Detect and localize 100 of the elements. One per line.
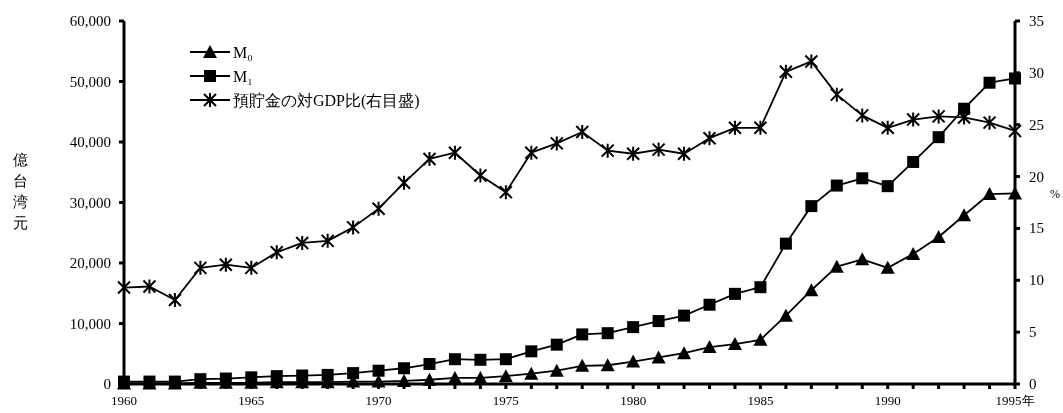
- legend-label: M₁: [233, 68, 253, 85]
- y2-tick-label: 10: [1029, 272, 1044, 289]
- point: [727, 337, 742, 351]
- y2-tick-label: 5: [1029, 324, 1037, 341]
- y2-tick-label: 30: [1029, 64, 1044, 81]
- point: [422, 372, 437, 386]
- point: [626, 145, 641, 162]
- point: [778, 63, 793, 80]
- point: [549, 363, 564, 377]
- point: [778, 308, 793, 322]
- point: [320, 232, 335, 249]
- point: [447, 144, 462, 161]
- point: [600, 358, 615, 372]
- point: [728, 287, 741, 300]
- point: [677, 346, 692, 360]
- point: [524, 366, 539, 380]
- point: [524, 144, 539, 161]
- y-tick-label: 10,000: [69, 315, 111, 332]
- point: [652, 315, 665, 328]
- point: [881, 180, 894, 193]
- y2-axis-title: %: [1050, 187, 1060, 201]
- y-tick-label: 60,000: [69, 13, 111, 29]
- point: [957, 109, 972, 126]
- x-tick-label: 1985: [747, 393, 774, 408]
- y-tick-label: 0: [103, 376, 111, 392]
- point: [422, 150, 437, 167]
- point: [296, 369, 309, 382]
- point: [193, 259, 208, 276]
- point: [931, 108, 946, 125]
- point: [371, 374, 386, 388]
- point: [804, 53, 819, 70]
- y-axis-title: 億台湾元: [12, 152, 28, 231]
- point: [931, 229, 946, 243]
- point: [371, 200, 386, 217]
- point: [957, 208, 972, 222]
- point: [474, 353, 487, 366]
- point: [525, 345, 538, 358]
- point: [779, 237, 792, 250]
- point: [754, 281, 767, 294]
- point: [142, 278, 157, 295]
- x-tick-label: 1970: [365, 393, 392, 408]
- point: [626, 354, 641, 368]
- point: [397, 174, 412, 191]
- y-tick-label: 20,000: [69, 255, 111, 271]
- point: [982, 114, 997, 131]
- point: [218, 256, 233, 273]
- point: [678, 309, 691, 322]
- y2-tick-label: 25: [1029, 116, 1044, 133]
- point: [550, 338, 563, 351]
- point: [167, 291, 182, 308]
- x-tick-label: 1995年: [995, 393, 1035, 408]
- point: [855, 107, 870, 124]
- point: [448, 353, 461, 366]
- point: [473, 167, 488, 184]
- y-tick-label: 30,000: [69, 194, 111, 211]
- x-tick-label: 1960: [111, 393, 137, 408]
- point: [805, 200, 818, 213]
- point: [575, 123, 590, 140]
- point: [830, 179, 843, 192]
- point: [575, 358, 590, 372]
- point: [627, 321, 640, 334]
- point: [321, 368, 334, 381]
- point: [1008, 122, 1022, 139]
- point: [600, 142, 615, 159]
- point: [703, 298, 716, 311]
- point: [499, 353, 512, 366]
- point: [270, 370, 283, 383]
- x-tick-label: 1965: [238, 393, 265, 408]
- point: [880, 119, 895, 136]
- x-tick-label: 1990: [874, 393, 901, 408]
- point: [269, 244, 284, 261]
- point: [906, 111, 921, 128]
- point: [880, 260, 895, 274]
- point: [982, 187, 997, 201]
- point: [702, 130, 717, 147]
- point: [651, 350, 666, 364]
- point: [932, 131, 945, 144]
- point: [398, 362, 411, 375]
- y2-tick-label: 0: [1029, 376, 1037, 392]
- point: [347, 367, 360, 380]
- y-tick-label: 50,000: [69, 73, 111, 90]
- point: [855, 252, 870, 266]
- point: [576, 328, 589, 341]
- y2-tick-label: 20: [1029, 168, 1044, 185]
- point: [397, 373, 412, 387]
- point: [1009, 72, 1021, 85]
- point: [983, 76, 996, 89]
- point: [473, 370, 488, 384]
- y2-tick-label: 15: [1029, 220, 1044, 237]
- point: [117, 279, 131, 296]
- point: [907, 155, 920, 168]
- point: [804, 283, 819, 297]
- point: [753, 119, 768, 136]
- point: [702, 340, 717, 354]
- point: [753, 332, 768, 346]
- y2-tick-label: 35: [1029, 13, 1044, 29]
- x-tick-label: 1980: [620, 393, 647, 408]
- point: [244, 259, 259, 276]
- point: [829, 259, 844, 273]
- point: [346, 219, 361, 236]
